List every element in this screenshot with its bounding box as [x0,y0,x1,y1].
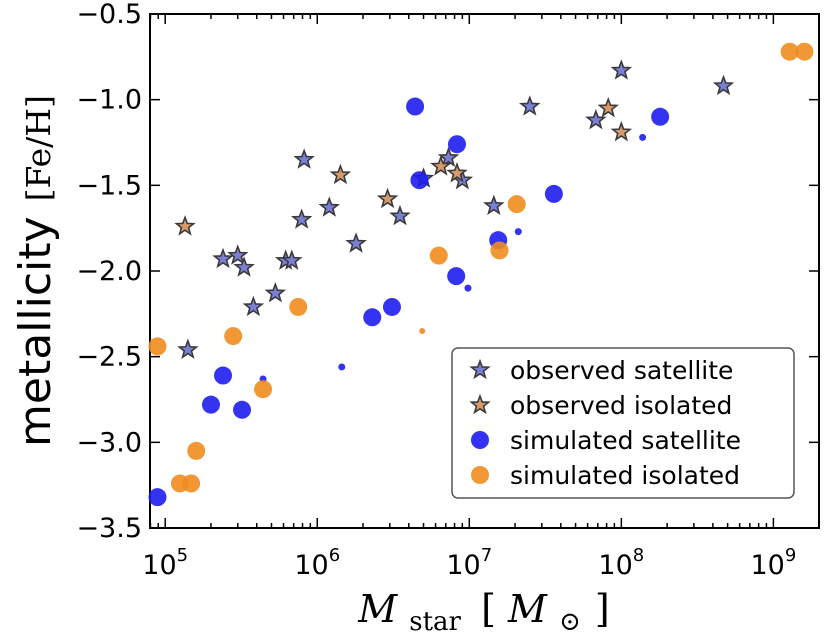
y-tick-label: −2.5 [76,342,142,373]
x-tick-label: 106 [294,545,340,581]
point-observed-satellite [233,256,255,277]
point-observed-isolated [610,120,633,142]
point-observed-isolated [174,215,196,236]
legend: observed satellite observed isolated simul… [451,347,795,499]
point-simulated-satellite [406,97,425,116]
point-simulated-satellite [651,107,670,126]
x-tick-exp: 7 [481,545,492,566]
point-observed-satellite [437,146,460,168]
point-simulated-satellite [338,363,346,371]
y-tick-label: −3.5 [76,513,142,544]
point-simulated-isolated [289,297,308,316]
point-simulated-satellite [447,135,466,154]
point-observed-satellite [519,95,541,116]
point-observed-isolated [430,155,452,176]
point-observed-satellite [177,338,199,359]
point-observed-satellite [293,148,315,169]
y-tick-label: −0.5 [76,0,142,30]
point-observed-satellite [212,247,234,269]
y-tick-label: −1.0 [76,85,142,116]
y-axis-label: metallicity [Fe/H] [10,95,61,447]
legend-label: observed isolated [510,391,732,420]
legend-marker [469,358,491,380]
point-observed-satellite [345,232,367,253]
point-observed-satellite [389,204,411,226]
point-observed-satellite [281,249,303,270]
point-observed-isolated [597,96,619,118]
legend-box [451,347,795,499]
point-simulated-satellite [363,308,382,327]
point-simulated-satellite [544,184,563,203]
point-simulated-satellite [514,228,522,236]
x-axis-label: M star [ M ⊙ ] [357,587,610,637]
y-axis-label-unit: [Fe/H] [19,95,58,201]
point-simulated-isolated [780,42,799,61]
point-observed-isolated [376,187,399,209]
point-observed-satellite [264,281,287,303]
point-simulated-isolated [182,474,201,493]
point-simulated-satellite [382,297,401,316]
point-observed-satellite [242,295,265,317]
point-simulated-isolated [224,327,243,346]
point-simulated-satellite [410,171,429,190]
point-observed-satellite [227,244,249,265]
x-tick-exp: 9 [785,545,796,566]
point-simulated-satellite [233,400,252,419]
x-axis-label-close: ] [595,587,610,631]
x-tick-base: 10 [446,550,480,581]
point-simulated-isolated [795,42,814,61]
point-observed-isolated [446,162,468,183]
legend-label: simulated isolated [510,461,740,490]
x-axis-label-unit-sub: ⊙ [559,607,581,637]
point-simulated-satellite [447,267,466,286]
x-tick-label: 107 [446,545,492,581]
point-simulated-satellite [214,366,233,385]
x-tick-exp: 8 [633,545,644,566]
point-observed-satellite [290,208,313,229]
x-tick-base: 10 [750,550,784,581]
y-tick-label: −3.0 [76,427,142,458]
x-tick-label: 108 [598,545,644,581]
point-simulated-satellite [639,133,647,141]
x-axis-label-unit: M [507,587,548,631]
x-tick-label: 105 [142,545,188,581]
point-observed-satellite [318,196,341,217]
data-marks [148,42,814,507]
point-simulated-satellite [464,284,472,292]
x-tick-label: 109 [750,545,796,581]
point-observed-satellite [712,74,735,96]
point-simulated-satellite [201,395,220,414]
legend-marker [471,466,489,484]
point-simulated-isolated [187,441,206,460]
x-axis-label-main: M [357,587,398,631]
x-tick-exp: 6 [329,545,340,566]
x-tick-exp: 5 [177,545,188,566]
x-tick-base: 10 [142,550,176,581]
legend-label: observed satellite [510,356,733,385]
x-axis-label-open: [ [481,587,496,631]
x-axis-label-sub: star [409,607,461,637]
point-observed-satellite [610,59,633,80]
x-tick-base: 10 [294,550,328,581]
x-tick-base: 10 [598,550,632,581]
y-tick-label: −1.5 [76,170,142,201]
point-simulated-isolated [507,195,526,214]
point-simulated-isolated [148,337,167,356]
point-observed-satellite [483,194,505,216]
point-simulated-isolated [490,241,509,260]
point-observed-isolated [329,163,352,185]
point-simulated-isolated [429,246,448,265]
point-observed-satellite [585,108,607,130]
legend-marker [471,431,489,449]
y-axis-label-word: metallicity [10,216,61,447]
legend-label: simulated satellite [510,426,741,455]
point-simulated-satellite [148,488,167,507]
point-simulated-isolated [254,380,273,399]
y-tick-label: −2.0 [76,256,142,287]
point-simulated-isolated [419,327,426,334]
legend-marker [469,393,491,415]
